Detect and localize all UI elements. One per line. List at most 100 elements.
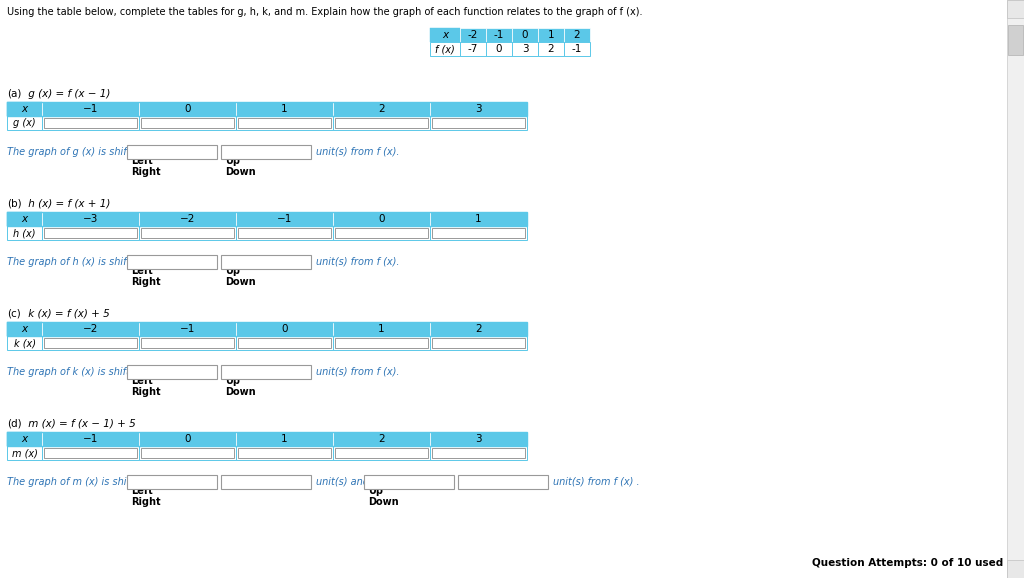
Bar — [42, 116, 139, 130]
Text: −2: −2 — [83, 324, 98, 334]
Bar — [7, 212, 527, 226]
Text: Left: Left — [131, 376, 154, 386]
Text: k (x): k (x) — [13, 338, 36, 348]
Bar — [7, 102, 42, 116]
Bar — [127, 475, 217, 489]
Text: 0: 0 — [184, 434, 190, 444]
Bar — [44, 228, 137, 238]
Text: x: x — [22, 214, 28, 224]
Bar — [141, 118, 234, 128]
Bar — [236, 226, 333, 240]
Bar — [139, 102, 236, 116]
Bar — [512, 42, 538, 56]
Bar — [127, 145, 217, 159]
Text: unit(s) from f (x).: unit(s) from f (x). — [316, 257, 400, 267]
Text: Down: Down — [225, 167, 256, 177]
Bar — [564, 42, 590, 56]
Bar — [486, 28, 512, 42]
Text: The graph of h (x) is shifted: The graph of h (x) is shifted — [7, 257, 142, 267]
Text: Left: Left — [131, 156, 154, 166]
Text: -1: -1 — [571, 44, 583, 54]
Bar — [139, 432, 236, 446]
Bar — [236, 432, 333, 446]
Bar — [139, 336, 236, 350]
Bar — [333, 226, 430, 240]
Text: 3: 3 — [475, 104, 482, 114]
Text: m (x) = f (x − 1) + 5: m (x) = f (x − 1) + 5 — [25, 419, 136, 429]
Bar — [44, 338, 137, 348]
Bar — [221, 475, 311, 489]
Bar — [430, 226, 527, 240]
Bar — [7, 322, 527, 336]
Text: 3: 3 — [475, 434, 482, 444]
Bar — [7, 432, 527, 446]
Text: Left: Left — [131, 266, 154, 276]
Bar — [44, 118, 137, 128]
Text: 0: 0 — [522, 30, 528, 40]
Text: k (x) = f (x) + 5: k (x) = f (x) + 5 — [25, 309, 110, 319]
Text: x: x — [22, 324, 28, 334]
Text: (d): (d) — [7, 419, 22, 429]
Text: unit(s) and: unit(s) and — [316, 477, 370, 487]
Bar — [333, 446, 430, 460]
Bar — [7, 432, 42, 446]
Text: 2: 2 — [475, 324, 482, 334]
Bar — [7, 226, 42, 240]
Text: g (x) = f (x − 1): g (x) = f (x − 1) — [25, 89, 111, 99]
Text: -2: -2 — [468, 30, 478, 40]
Text: 1: 1 — [378, 324, 385, 334]
Bar — [538, 42, 564, 56]
Text: The graph of m (x) is shifted: The graph of m (x) is shifted — [7, 477, 146, 487]
Bar — [333, 102, 430, 116]
Text: h (x) = f (x + 1): h (x) = f (x + 1) — [25, 199, 111, 209]
Bar — [42, 322, 139, 336]
Text: Up: Up — [225, 376, 241, 386]
Bar — [430, 42, 460, 56]
Bar — [564, 28, 590, 42]
Text: unit(s) from f (x) .: unit(s) from f (x) . — [553, 477, 640, 487]
Bar — [7, 212, 42, 226]
Text: Down: Down — [225, 277, 256, 287]
Text: Down: Down — [368, 497, 398, 507]
Bar — [458, 475, 548, 489]
Bar — [1007, 0, 1024, 18]
Bar — [486, 42, 512, 56]
Bar — [430, 102, 527, 116]
Text: The graph of k (x) is shifted: The graph of k (x) is shifted — [7, 367, 142, 377]
Text: x: x — [22, 104, 28, 114]
Bar — [139, 322, 236, 336]
Text: 2: 2 — [548, 44, 554, 54]
Bar — [139, 116, 236, 130]
Text: m (x): m (x) — [11, 448, 38, 458]
Bar — [139, 446, 236, 460]
Text: unit(s) from f (x).: unit(s) from f (x). — [316, 147, 400, 157]
Bar — [7, 102, 527, 116]
Text: −1: −1 — [180, 324, 196, 334]
Bar — [127, 255, 217, 269]
Text: −3: −3 — [83, 214, 98, 224]
Bar — [430, 322, 527, 336]
Bar — [333, 322, 430, 336]
Bar — [221, 365, 311, 379]
Bar — [432, 338, 525, 348]
Text: 0: 0 — [184, 104, 190, 114]
Bar — [460, 28, 486, 42]
Bar — [430, 336, 527, 350]
Bar — [432, 118, 525, 128]
Bar — [512, 28, 538, 42]
Text: unit(s) from f (x).: unit(s) from f (x). — [316, 367, 400, 377]
Text: h (x): h (x) — [13, 228, 36, 238]
Bar — [141, 228, 234, 238]
Bar — [430, 432, 527, 446]
Text: 3: 3 — [521, 44, 528, 54]
Bar — [7, 322, 42, 336]
Bar — [335, 338, 428, 348]
Bar — [42, 446, 139, 460]
Bar — [1007, 0, 1024, 578]
Bar — [538, 28, 564, 42]
Bar — [430, 212, 527, 226]
Bar — [333, 116, 430, 130]
Text: Using the table below, complete the tables for g, h, k, and m. Explain how the g: Using the table below, complete the tabl… — [7, 7, 642, 17]
Text: f (x): f (x) — [435, 44, 455, 54]
Text: −1: −1 — [83, 104, 98, 114]
